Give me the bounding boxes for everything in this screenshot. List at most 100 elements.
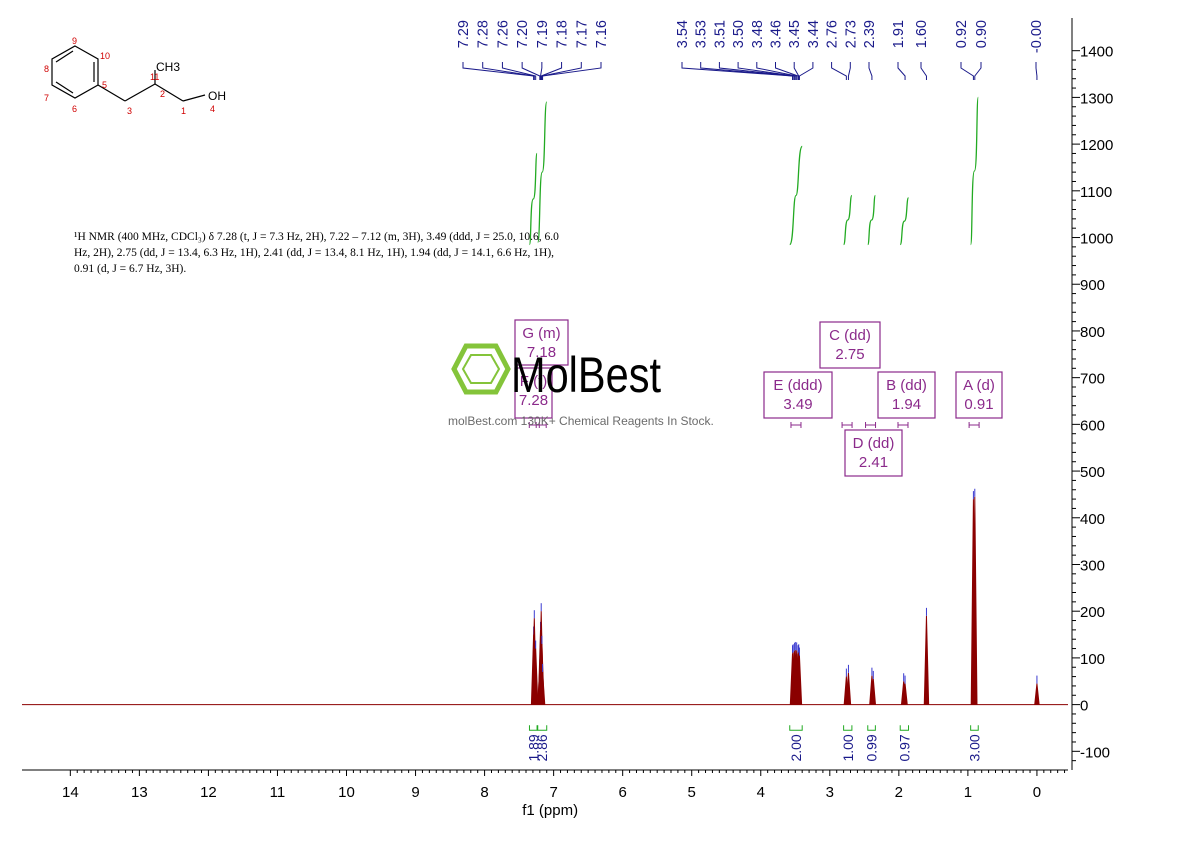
peak-label: 7.19 xyxy=(535,20,551,48)
peak-label-leader xyxy=(482,62,535,80)
peak-label: 7.17 xyxy=(574,20,590,48)
multiplet-letter: F (t) xyxy=(520,373,548,390)
peak-label: 2.39 xyxy=(862,20,878,48)
x-tick-label: 6 xyxy=(619,784,627,801)
y-tick-label: 1000 xyxy=(1080,231,1113,248)
x-tick-label: 8 xyxy=(480,784,488,801)
y-tick-label: 1200 xyxy=(1080,137,1113,154)
peak-label-leader xyxy=(541,62,582,80)
x-axis-title: f1 (ppm) xyxy=(522,802,578,819)
peak-label: -0.00 xyxy=(1029,20,1045,53)
multiplet-shift: 7.18 xyxy=(527,344,556,361)
atom-number: 2 xyxy=(160,89,165,99)
bond-3-2 xyxy=(124,83,156,102)
atom-labels: CH3 OH 11 2 3 1 4 5 6 7 8 9 10 xyxy=(44,36,226,116)
molecule-structure xyxy=(51,45,206,102)
peak-label: 0.90 xyxy=(974,20,990,48)
watermark-tagline: molBest.com 130K+ Chemical Reagents In S… xyxy=(448,414,714,428)
x-tick-label: 9 xyxy=(411,784,419,801)
multiplet-letter: E (ddd) xyxy=(773,377,822,394)
atom-number: 10 xyxy=(100,51,110,61)
y-tick-label: 900 xyxy=(1080,277,1105,294)
multiplet-shift: 7.28 xyxy=(519,392,548,409)
multiplet-shift: 3.49 xyxy=(783,396,812,413)
x-tick-label: 2 xyxy=(895,784,903,801)
y-tick-label: 200 xyxy=(1080,604,1105,621)
integral-bracket xyxy=(970,725,979,731)
description-line: Hz, 2H), 2.75 (dd, J = 13.4, 6.3 Hz, 1H)… xyxy=(74,247,555,259)
peak-labels: 7.29 7.28 7.26 7.20 7.19 7.18 7.17 7.16 3.54 3.53… xyxy=(456,20,1045,80)
peak-label-leader xyxy=(756,62,798,80)
peak-label-leader xyxy=(540,62,563,80)
integral-value: 2.86 xyxy=(534,734,550,761)
description-line: ¹H NMR (400 MHz, CDCl₃) δ 7.28 (t, J = 7… xyxy=(74,231,559,243)
integral-bracket xyxy=(843,725,853,731)
ring-double-bond xyxy=(55,81,74,94)
multiplet-shift: 1.94 xyxy=(892,396,921,413)
peak-label: 3.48 xyxy=(750,20,766,48)
multiplet-box xyxy=(514,367,553,419)
peak-label-leader xyxy=(960,62,974,80)
peak-label: 2.76 xyxy=(825,20,841,48)
multiplet-letter: B (dd) xyxy=(886,377,927,394)
spectrum-peak xyxy=(923,615,930,705)
multiplet-box xyxy=(514,319,569,366)
multiplet-letter: G (m) xyxy=(522,325,560,342)
multiplet-shift: 2.41 xyxy=(859,454,888,471)
integral-bracket xyxy=(899,725,910,731)
atom-number: 4 xyxy=(210,104,215,114)
peak-label-leader xyxy=(974,62,982,80)
atom-number: 11 xyxy=(150,72,159,82)
atom-number: 1 xyxy=(181,106,186,116)
multiplet-box xyxy=(763,371,833,419)
x-tick-label: 0 xyxy=(1033,784,1041,801)
multiplet-box xyxy=(955,371,1003,419)
y-tick-label: 400 xyxy=(1080,511,1105,528)
integral-curves: 1.892.86 2.00 1.00 0.99 0.97 3.00 xyxy=(525,96,982,762)
multiplet-letter: D (dd) xyxy=(853,435,895,452)
peak-label: 1.91 xyxy=(891,20,907,48)
description-line: 0.91 (d, J = 6.7 Hz, 3H). xyxy=(74,263,187,275)
bond-5-3 xyxy=(97,84,126,102)
y-tick-label: 300 xyxy=(1080,557,1105,574)
peak-label-leader xyxy=(831,62,847,80)
integral-value: 1.00 xyxy=(840,734,856,761)
atom-number: 5 xyxy=(102,80,107,90)
peak-label: 3.54 xyxy=(675,20,691,48)
x-tick-label: 7 xyxy=(549,784,557,801)
y-tick-label: 1300 xyxy=(1080,90,1113,107)
y-tick-label: 0 xyxy=(1080,698,1088,715)
x-tick-label: 14 xyxy=(62,784,79,801)
multiplet-range-marker xyxy=(528,422,540,428)
peak-label: 3.45 xyxy=(787,20,803,48)
benzene-ring xyxy=(51,45,99,99)
atom-number: 6 xyxy=(72,104,77,114)
multiplet-range-marker xyxy=(865,422,877,428)
peak-label: 7.26 xyxy=(495,20,511,48)
y-tick-label: 700 xyxy=(1080,371,1105,388)
peak-label-leader xyxy=(793,62,800,80)
integral-value: 1.89 xyxy=(525,734,541,761)
integral-curve xyxy=(970,96,979,246)
y-tick-label: 100 xyxy=(1080,651,1105,668)
y-tick-label: 800 xyxy=(1080,324,1105,341)
atom-label-oh: OH xyxy=(208,89,226,103)
x-tick-label: 10 xyxy=(338,784,355,801)
watermark-brand: MolBest xyxy=(511,347,661,403)
peak-label: 3.44 xyxy=(806,20,822,48)
peak-label-leader xyxy=(718,62,796,80)
bond-1-O xyxy=(182,94,206,102)
peak-label-leader xyxy=(681,62,794,80)
peak-label-leader xyxy=(542,62,602,80)
watermark-logo-inner-icon xyxy=(461,354,501,384)
multiplet-range-marker xyxy=(968,422,980,428)
multiplet-boxes: G (m) 7.18 F (t) 7.28 E (ddd) 3.49 C (dd) 2.75 D… xyxy=(514,319,1003,477)
multiplet-shift: 0.91 xyxy=(964,396,993,413)
peak-label: 7.29 xyxy=(456,20,472,48)
peak-label-leader xyxy=(521,62,541,80)
peak-label-leader xyxy=(897,62,906,80)
x-axis: 14 13 12 11 10 9 8 7 6 5 4 3 2 1 0f1 (ppm) xyxy=(22,769,1068,819)
peak-label-leader xyxy=(798,62,814,80)
x-tick-label: 4 xyxy=(757,784,765,801)
